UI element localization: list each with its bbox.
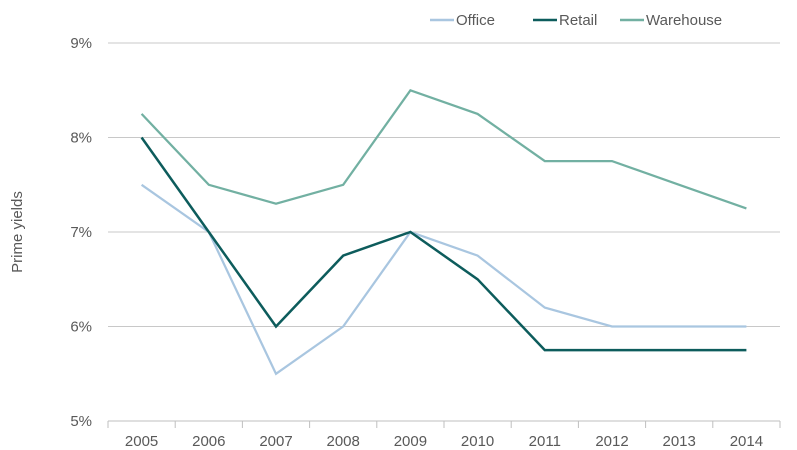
x-tick-label: 2014: [730, 433, 763, 450]
x-tick-label: 2007: [259, 433, 292, 450]
x-axis: 2005 2006 2007 2008 2009 2010 2011 2012 2013 2014: [107, 420, 781, 450]
x-tick-label: 2012: [595, 433, 628, 450]
y-axis-title: Prime yields: [9, 191, 26, 273]
x-tick-label: 2010: [461, 433, 494, 450]
y-tick-label: 9%: [70, 35, 92, 52]
legend-label-warehouse: Warehouse: [646, 12, 722, 29]
series-line-warehouse: [140, 88, 747, 210]
x-tick-label: 2009: [394, 433, 427, 450]
x-tick-label: 2011: [529, 433, 561, 450]
series-line-office: [140, 183, 747, 376]
legend-label-office: Office: [456, 12, 495, 29]
x-tick-label: 2013: [663, 433, 696, 450]
x-tick-label: 2005: [125, 433, 158, 450]
series-line-retail: [140, 136, 747, 352]
legend-label-retail: Retail: [559, 12, 597, 29]
y-tick-label: 6%: [70, 319, 92, 336]
y-tick-label: 7%: [70, 224, 92, 241]
y-tick-label: 8%: [70, 130, 92, 147]
x-tick-label: 2006: [192, 433, 225, 450]
legend: Office Retail Warehouse: [430, 12, 722, 29]
y-axis-ticks: 5% 6% 7% 8% 9%: [70, 35, 92, 430]
y-tick-label: 5%: [70, 413, 92, 430]
x-tick-label: 2008: [327, 433, 360, 450]
series-lines: [140, 88, 747, 376]
